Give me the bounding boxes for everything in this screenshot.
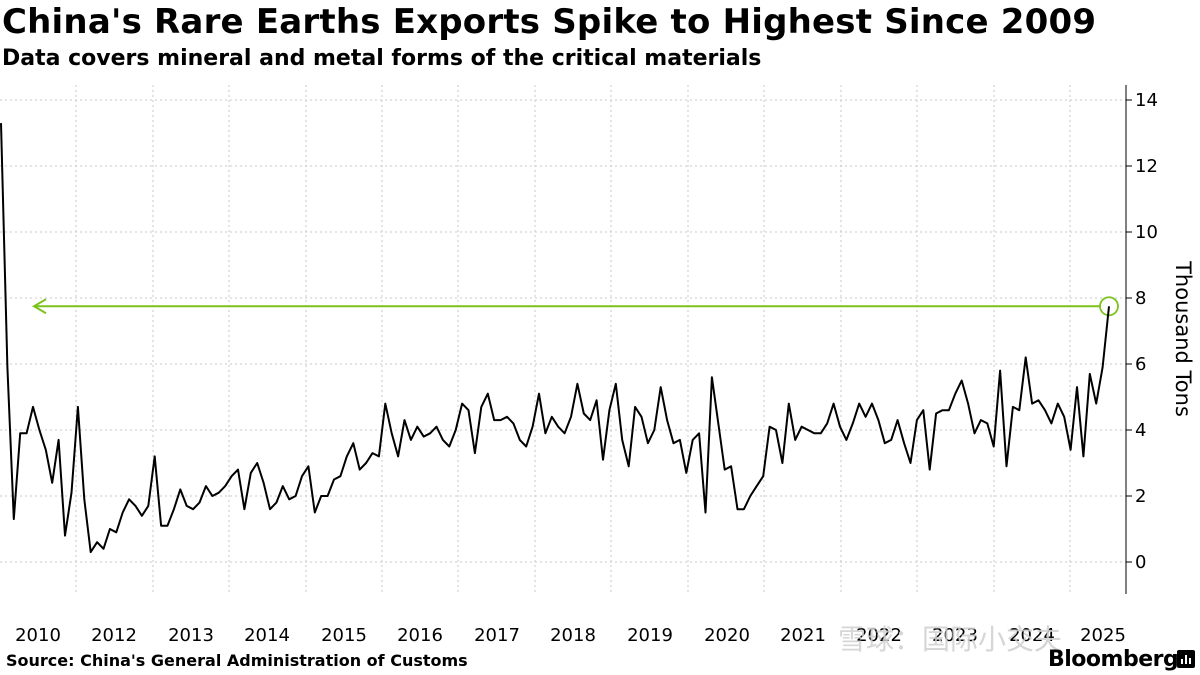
y-tick-label: 2 bbox=[1135, 486, 1146, 507]
y-tick-label: 12 bbox=[1135, 156, 1158, 177]
x-tick-label: 2020 bbox=[704, 625, 750, 646]
arrow-left-icon bbox=[32, 298, 47, 315]
bloomberg-logo: Bloomberg bbox=[1048, 647, 1179, 672]
y-tick-label: 4 bbox=[1135, 420, 1146, 441]
x-tick-label: 2025 bbox=[1080, 625, 1126, 646]
x-tick-label: 2010 bbox=[15, 625, 61, 646]
x-tick-label: 2014 bbox=[244, 625, 290, 646]
y-tick-label: 6 bbox=[1135, 354, 1146, 375]
y-tick-label: 8 bbox=[1135, 288, 1146, 309]
y-axis-ticks: 0 2 4 6 8 10 12 14 bbox=[1126, 90, 1158, 573]
x-tick-label: 2022 bbox=[856, 625, 902, 646]
y-tick-label: 10 bbox=[1135, 222, 1158, 243]
x-tick-label: 2021 bbox=[780, 625, 826, 646]
watermark: 雪球：国际小交夫 bbox=[838, 623, 1063, 656]
annotation bbox=[32, 296, 1119, 317]
series-group bbox=[0, 123, 1110, 554]
x-tick-label: 2019 bbox=[627, 625, 673, 646]
chart-subtitle: Data covers mineral and metal forms of t… bbox=[2, 46, 762, 71]
source-note: Source: China's General Administration o… bbox=[6, 651, 468, 670]
series-line bbox=[0, 123, 1110, 554]
x-tick-label: 2017 bbox=[474, 625, 520, 646]
x-tick-label: 2018 bbox=[550, 625, 596, 646]
x-axis-ticks: 2010 2012 2013 2014 2015 2016 2017 2018 2019 2020… bbox=[15, 625, 1126, 646]
x-tick-label: 2016 bbox=[397, 625, 443, 646]
chart-title: China's Rare Earths Exports Spike to Hig… bbox=[2, 2, 1097, 42]
y-axis-label: Thousand Tons bbox=[1171, 260, 1195, 417]
x-tick-label: 2012 bbox=[91, 625, 137, 646]
x-tick-label: 2013 bbox=[168, 625, 214, 646]
grid-lines bbox=[0, 85, 1126, 594]
x-tick-label: 2024 bbox=[1009, 625, 1055, 646]
bloomberg-chart-icon bbox=[1177, 650, 1195, 668]
x-tick-label: 2023 bbox=[932, 625, 978, 646]
x-tick-label: 2015 bbox=[321, 625, 367, 646]
y-tick-label: 0 bbox=[1135, 552, 1146, 573]
y-tick-label: 14 bbox=[1135, 90, 1158, 111]
